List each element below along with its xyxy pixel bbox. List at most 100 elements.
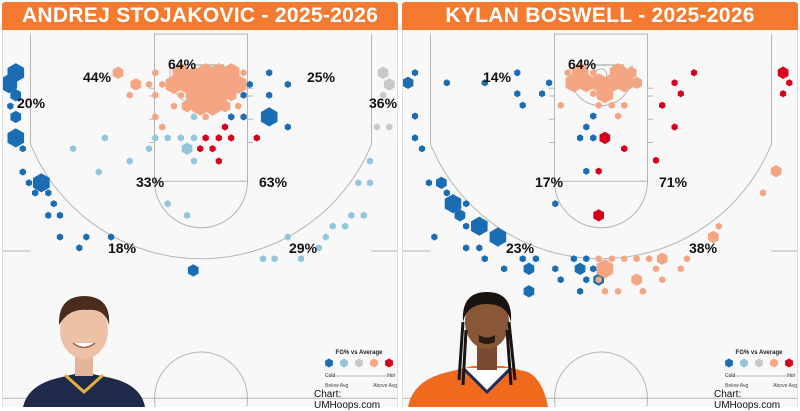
shot-hex bbox=[481, 255, 488, 263]
shot-hex bbox=[683, 255, 691, 263]
shot-hex bbox=[590, 69, 597, 77]
shot-hex bbox=[112, 66, 124, 79]
legend-swatch bbox=[325, 358, 333, 368]
shot-hex bbox=[621, 255, 628, 263]
zone-label-left-wing-3: 18% bbox=[108, 240, 137, 256]
shot-hex bbox=[70, 145, 77, 153]
shot-hex bbox=[443, 189, 450, 197]
shot-hex bbox=[228, 113, 235, 121]
shot-hex bbox=[164, 200, 171, 208]
shot-hex bbox=[523, 262, 535, 275]
shot-hex bbox=[183, 211, 191, 219]
shot-hex bbox=[204, 96, 221, 116]
shot-hex bbox=[671, 123, 678, 131]
shot-hex bbox=[590, 265, 597, 273]
chart-credit: Chart: UMHoops.com bbox=[314, 389, 381, 411]
shot-hex bbox=[225, 89, 237, 102]
shot-hex bbox=[7, 128, 25, 148]
shot-hex bbox=[590, 112, 597, 120]
shot-chart-stojakovic: ANDREJ STOJAKOVIC - 2025-2026 64% 44% 25… bbox=[2, 0, 398, 411]
zone-label-left-mid-wing: 14% bbox=[483, 69, 512, 85]
shot-hex bbox=[83, 233, 90, 241]
shot-hex bbox=[45, 189, 52, 197]
chart-credit: Chart: UMHoops.com bbox=[714, 389, 781, 411]
legend-swatch bbox=[740, 358, 748, 368]
shot-hex bbox=[523, 285, 535, 298]
shot-hex bbox=[101, 134, 108, 142]
zone-label-right-elbow: 71% bbox=[659, 174, 688, 190]
shot-hex bbox=[152, 91, 159, 99]
shot-hex bbox=[297, 255, 305, 263]
court-svg bbox=[403, 33, 797, 407]
shot-hex bbox=[425, 179, 433, 187]
shot-hex bbox=[677, 90, 684, 98]
shot-hex bbox=[431, 233, 438, 241]
shot-hex bbox=[552, 265, 559, 273]
center-circle bbox=[554, 351, 648, 407]
shot-hex bbox=[164, 134, 171, 142]
shot-hex bbox=[436, 176, 447, 189]
legend-hot: Hot bbox=[387, 373, 395, 379]
shot-hex bbox=[253, 134, 260, 142]
shot-hex bbox=[599, 131, 611, 145]
shot-hex bbox=[489, 227, 507, 247]
lane bbox=[154, 33, 248, 182]
zone-label-right-mid-wing: 25% bbox=[307, 69, 336, 85]
shot-hex bbox=[671, 79, 678, 87]
shot-chart-boswell: KYLAN BOSWELL - 2025-2026 64% 14% 17% 71… bbox=[402, 0, 798, 411]
legend-hot: Hot bbox=[787, 373, 795, 379]
shot-hex bbox=[519, 255, 526, 263]
shot-hex bbox=[108, 233, 115, 241]
shot-hex bbox=[463, 200, 470, 208]
shot-hex bbox=[652, 265, 660, 273]
shot-hex bbox=[786, 79, 793, 87]
three-point-line bbox=[30, 34, 372, 260]
shot-hex bbox=[190, 113, 198, 121]
shot-hex bbox=[329, 222, 336, 230]
shot-hex bbox=[463, 222, 470, 230]
shot-hex bbox=[266, 69, 273, 77]
shot-hex bbox=[652, 156, 660, 164]
shot-hex bbox=[595, 101, 602, 109]
shot-hex bbox=[777, 66, 789, 79]
legend-swatches bbox=[725, 358, 793, 377]
legend-title: FG% vs Average bbox=[335, 350, 383, 356]
shot-hex bbox=[177, 91, 184, 99]
shot-hex bbox=[583, 276, 590, 284]
shot-hex bbox=[188, 66, 200, 79]
shot-hex bbox=[284, 80, 291, 88]
legend-swatch bbox=[770, 358, 778, 368]
shot-hex bbox=[476, 244, 483, 252]
shot-hex bbox=[656, 252, 668, 265]
zone-label-right-wing-3: 38% bbox=[689, 240, 718, 256]
shot-hex bbox=[322, 233, 329, 241]
shot-hex bbox=[181, 142, 193, 155]
shot-hex bbox=[209, 145, 216, 153]
shot-hex bbox=[3, 74, 18, 94]
zone-label-rim: 64% bbox=[168, 56, 197, 72]
zone-label-right-wing-3: 29% bbox=[289, 240, 318, 256]
shot-hex bbox=[570, 255, 577, 263]
shot-hex bbox=[165, 74, 183, 94]
shot-hex bbox=[284, 123, 291, 131]
shot-hex bbox=[411, 112, 419, 120]
shot-hex bbox=[631, 273, 642, 286]
shot-hex bbox=[659, 101, 666, 109]
shot-hex bbox=[360, 211, 367, 219]
shot-hex bbox=[342, 222, 349, 230]
zone-label-left-mid-wing: 44% bbox=[83, 69, 112, 85]
shot-hex bbox=[126, 91, 133, 99]
shot-hex bbox=[126, 157, 133, 165]
shot-hex bbox=[33, 173, 50, 193]
shot-hex bbox=[19, 145, 26, 153]
shot-hex bbox=[366, 157, 374, 165]
shot-hex bbox=[380, 91, 387, 99]
shot-hex bbox=[240, 113, 247, 121]
shot-hex bbox=[159, 80, 166, 88]
legend-cold: Cold bbox=[725, 373, 736, 379]
shot-hex bbox=[677, 265, 684, 273]
shot-hex bbox=[583, 123, 590, 131]
shot-hex bbox=[19, 168, 26, 176]
shot-hex bbox=[557, 276, 564, 284]
shot-hex bbox=[595, 255, 602, 263]
